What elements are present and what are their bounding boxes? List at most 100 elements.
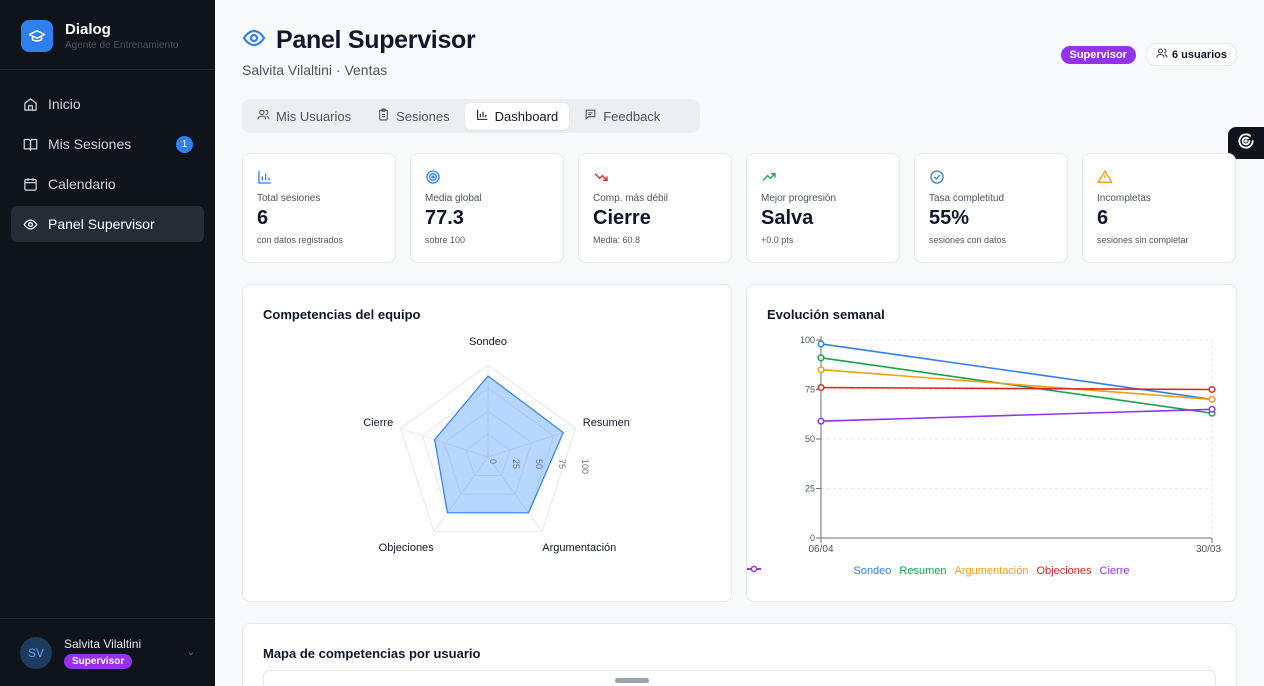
radar-spoke — [487, 456, 543, 532]
page-header: Panel Supervisor — [242, 26, 476, 55]
stat-note: Media: 60.8 — [593, 235, 641, 245]
calendar-icon — [22, 176, 38, 192]
user-role-badge: Supervisor — [64, 653, 133, 669]
legend-label: Objeciones — [1036, 565, 1092, 577]
trending-up-icon — [761, 168, 885, 186]
stat-value: 6 — [257, 207, 269, 229]
stat-value: 77.3 — [425, 207, 464, 229]
stats-cards: Total sesiones 6 con datos registrados M… — [242, 153, 1236, 263]
legend-item[interactable]: Objeciones — [747, 565, 1092, 577]
legend-label: Resumen — [899, 565, 947, 577]
series-line-resumen — [820, 357, 1213, 415]
legend-item[interactable]: Resumen — [747, 565, 947, 577]
chart-legend: Sondeo Resumen Argumentación Objeciones Cier… — [747, 565, 1236, 577]
stat-card-tasa-completitud: Tasa completitud 55% sesiones con datos — [914, 153, 1068, 263]
sidebar-item-label: Mis Sesiones — [48, 136, 132, 152]
x-tick-label: 30/03 — [1196, 544, 1221, 555]
legend-item[interactable]: Argumentación — [747, 565, 1029, 577]
bar-chart-icon — [476, 108, 489, 124]
clipboard-icon — [377, 108, 390, 124]
tab-label: Sesiones — [396, 108, 450, 124]
stat-card-comp-debil: Comp. más débil Cierre Media: 60.8 — [578, 153, 732, 263]
tab-sesiones[interactable]: Sesiones — [366, 103, 460, 130]
assistant-icon — [1236, 131, 1256, 156]
chevron-down-icon[interactable]: ⌄ — [186, 647, 195, 658]
book-icon — [22, 136, 38, 152]
data-point — [817, 366, 825, 374]
graduation-cap-icon — [21, 19, 53, 52]
avatar: SV — [20, 636, 52, 669]
series-line-objeciones — [820, 386, 1213, 391]
radar-spoke — [400, 428, 489, 458]
data-point — [817, 340, 825, 348]
radar-tick-label: 50 — [534, 459, 544, 469]
radar-axis-label: Sondeo — [469, 336, 507, 348]
data-point — [817, 354, 825, 362]
sidebar-item-mis-sesiones[interactable]: Mis Sesiones 1 — [11, 126, 204, 162]
sidebar-item-panel-supervisor[interactable]: Panel Supervisor — [11, 206, 204, 242]
data-point — [817, 417, 825, 425]
user-menu[interactable]: SV Salvita Vilaltini Supervisor ⌄ — [0, 618, 215, 686]
radar-series-area — [433, 375, 564, 514]
data-point — [817, 383, 825, 392]
y-tick-label: 75 — [805, 385, 815, 395]
data-point — [1208, 395, 1216, 403]
alert-triangle-icon — [1097, 168, 1221, 186]
stat-value: Salva — [761, 207, 814, 229]
users-icon — [1156, 47, 1168, 62]
main-content: Panel Supervisor Salvita Vilaltini · Ven… — [215, 0, 1264, 686]
scroll-handle[interactable] — [615, 678, 649, 683]
y-tick-label: 100 — [800, 335, 815, 345]
radar-tick-label: 100 — [580, 459, 590, 474]
series-line-sondeo — [820, 343, 1213, 401]
sidebar-item-calendario[interactable]: Calendario — [11, 166, 204, 202]
brand-title: Dialog — [65, 20, 111, 38]
tab-label: Feedback — [603, 108, 661, 124]
brand: Dialog Agente de Entrenamiento — [0, 0, 215, 70]
tab-dashboard[interactable]: Dashboard — [464, 102, 570, 130]
stat-label: Total sesiones — [257, 193, 321, 204]
user-name: Salvita Vilaltini — [64, 636, 142, 651]
assistant-button[interactable] — [1228, 127, 1264, 159]
stat-value: Cierre — [593, 207, 651, 229]
stat-card-incompletas: Incompletas 6 sesiones sin completar — [1082, 153, 1236, 263]
stat-card-total-sesiones: Total sesiones 6 con datos registrados — [242, 153, 396, 263]
tab-feedback[interactable]: Feedback — [573, 103, 671, 130]
line-chart: 0 25 50 75 100 06/04 30/03 — [800, 335, 1221, 555]
bar-chart-icon — [257, 168, 381, 186]
stat-label: Tasa completitud — [929, 193, 1005, 204]
stat-note: sesiones con datos — [929, 235, 1007, 245]
legend-item[interactable]: Cierre — [747, 565, 1130, 577]
radar-axis-label: Cierre — [363, 417, 393, 429]
message-icon — [584, 108, 597, 124]
brand-subtitle: Agente de Entrenamiento — [65, 39, 179, 51]
users-icon — [257, 108, 270, 124]
sidebar-item-inicio[interactable]: Inicio — [11, 86, 204, 122]
tab-mis-usuarios[interactable]: Mis Usuarios — [246, 103, 362, 130]
notification-badge: 1 — [176, 136, 193, 153]
stat-card-media-global: Media global 77.3 sobre 100 — [410, 153, 564, 263]
page-subtitle: Salvita Vilaltini · Ventas — [242, 62, 388, 78]
stat-value: 55% — [929, 207, 970, 229]
legend-item[interactable]: Sondeo — [747, 565, 892, 577]
radar-tick-label: 0 — [488, 459, 498, 464]
series-line-cierre — [820, 408, 1213, 422]
stat-note: sobre 100 — [425, 235, 466, 245]
competency-table — [263, 670, 1216, 686]
radar-tick-label: 25 — [511, 459, 521, 469]
sidebar-item-label: Inicio — [48, 96, 81, 112]
eye-icon — [242, 26, 266, 55]
y-tick-label: 25 — [805, 484, 815, 494]
sidebar: Dialog Agente de Entrenamiento Inicio Mi… — [0, 0, 215, 686]
radar-panel: Competencias del equipo 0 25 50 75 100 Sondeo… — [242, 284, 732, 602]
sidebar-item-label: Panel Supervisor — [48, 216, 155, 232]
legend-label: Sondeo — [853, 565, 892, 577]
legend-label: Cierre — [1099, 565, 1130, 577]
stat-value: 6 — [1097, 207, 1109, 229]
radar-axis-label: Objeciones — [379, 542, 435, 554]
stat-note: sesiones sin completar — [1097, 235, 1189, 245]
y-tick-label: 50 — [805, 434, 815, 444]
radar-tick-label: 75 — [557, 459, 567, 469]
legend-label: Argumentación — [954, 565, 1029, 577]
stat-label: Comp. más débil — [593, 193, 669, 204]
